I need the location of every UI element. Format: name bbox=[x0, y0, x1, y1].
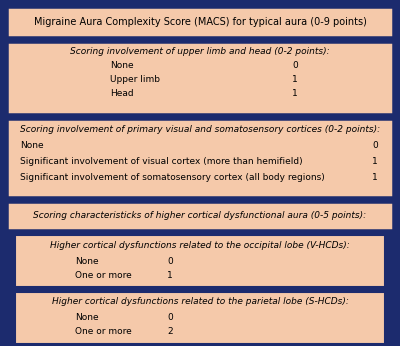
Text: 1: 1 bbox=[372, 156, 378, 165]
Text: Head: Head bbox=[110, 90, 134, 99]
Text: None: None bbox=[110, 62, 134, 71]
FancyBboxPatch shape bbox=[7, 42, 393, 114]
Text: 1: 1 bbox=[292, 90, 298, 99]
Text: Upper limb: Upper limb bbox=[110, 75, 160, 84]
FancyBboxPatch shape bbox=[15, 292, 385, 344]
Text: Scoring characteristicks of higher cortical dysfunctional aura (0-5 points):: Scoring characteristicks of higher corti… bbox=[34, 211, 366, 220]
FancyBboxPatch shape bbox=[7, 7, 393, 37]
Text: 1: 1 bbox=[372, 173, 378, 182]
Text: Migraine Aura Complexity Score (MACS) for typical aura (0-9 points): Migraine Aura Complexity Score (MACS) fo… bbox=[34, 17, 366, 27]
FancyBboxPatch shape bbox=[15, 235, 385, 287]
Text: Significant involvement of visual cortex (more than hemifield): Significant involvement of visual cortex… bbox=[20, 156, 303, 165]
Text: 0: 0 bbox=[372, 140, 378, 149]
Text: Scoring involvement of upper limb and head (0-2 points):: Scoring involvement of upper limb and he… bbox=[70, 47, 330, 56]
Text: 2: 2 bbox=[167, 328, 173, 337]
Text: None: None bbox=[75, 313, 99, 322]
Text: Scoring involvement of primary visual and somatosensory cortices (0-2 points):: Scoring involvement of primary visual an… bbox=[20, 125, 380, 134]
Text: One or more: One or more bbox=[75, 328, 132, 337]
Text: 1: 1 bbox=[292, 75, 298, 84]
Text: Significant involvement of somatosensory cortex (all body regions): Significant involvement of somatosensory… bbox=[20, 173, 325, 182]
Text: Higher cortical dysfunctions related to the occipital lobe (V-HCDs):: Higher cortical dysfunctions related to … bbox=[50, 240, 350, 249]
Text: None: None bbox=[20, 140, 44, 149]
Text: 0: 0 bbox=[292, 62, 298, 71]
Text: 1: 1 bbox=[167, 271, 173, 280]
Text: 0: 0 bbox=[167, 256, 173, 265]
Text: 0: 0 bbox=[167, 313, 173, 322]
Text: One or more: One or more bbox=[75, 271, 132, 280]
Text: Higher cortical dysfunctions related to the parietal lobe (S-HCDs):: Higher cortical dysfunctions related to … bbox=[52, 298, 348, 307]
FancyBboxPatch shape bbox=[7, 119, 393, 197]
Text: None: None bbox=[75, 256, 99, 265]
FancyBboxPatch shape bbox=[7, 202, 393, 230]
